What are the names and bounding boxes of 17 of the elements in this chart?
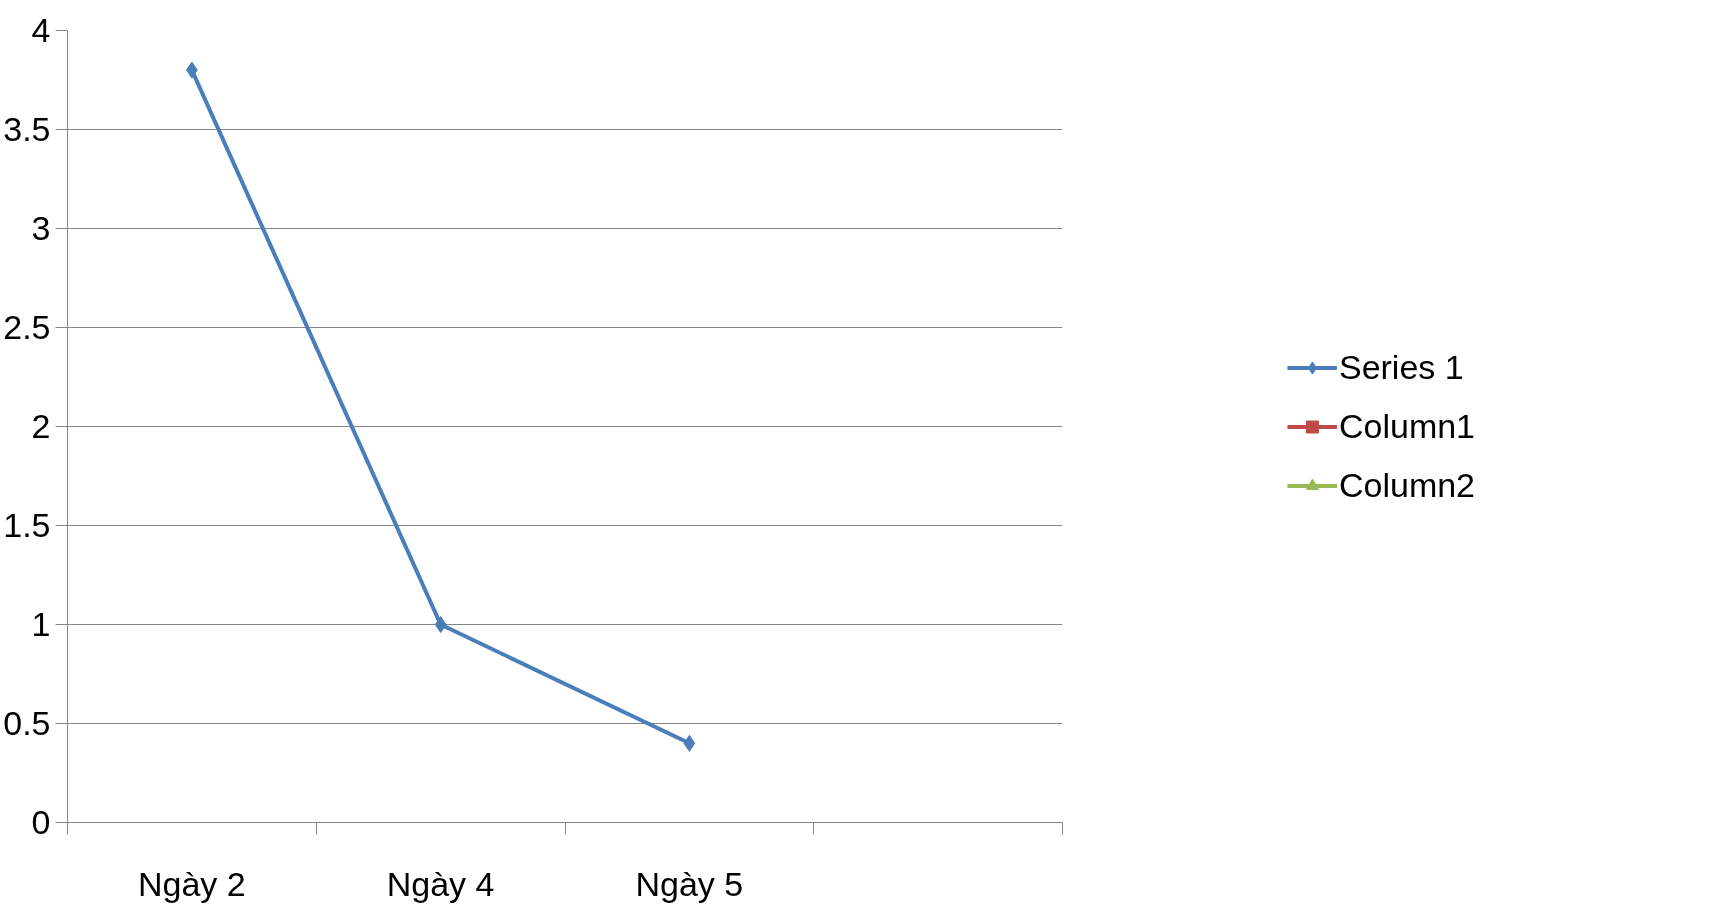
y-tick-label: 0.5 [3, 704, 51, 742]
y-tick-label: 4 [31, 11, 51, 49]
x-tick-label: Ngày 2 [138, 864, 246, 903]
x-tick-label: Ngày 4 [386, 864, 495, 903]
y-tick-label: 1 [31, 605, 51, 643]
legend-label: Series 1 [1338, 347, 1464, 387]
y-tick-label: 0 [31, 803, 51, 841]
y-tick-label: 2.5 [3, 308, 51, 346]
y-tick-label: 3.5 [3, 110, 51, 148]
point [683, 734, 696, 752]
legend-label: Column1 [1338, 406, 1476, 446]
point [434, 616, 447, 633]
legend-label: Column2 [1338, 465, 1476, 505]
y-tick-label: 2 [31, 407, 51, 445]
x-tick-label: Ngày 5 [635, 864, 744, 903]
y-tick-label: 3 [31, 209, 51, 247]
y-tick-label: 1.5 [3, 506, 51, 544]
